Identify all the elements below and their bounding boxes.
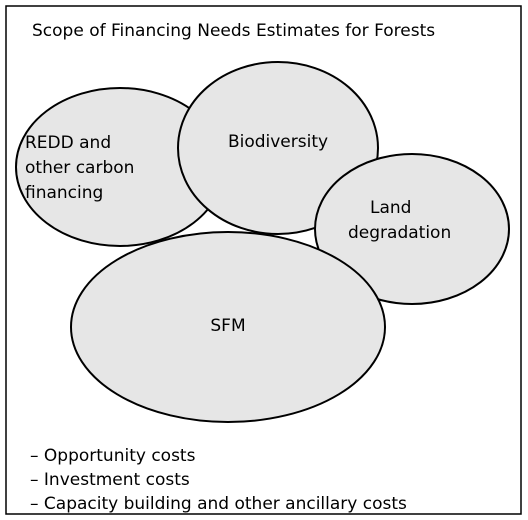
list-item: – Investment costs [30,470,190,490]
title: Scope of Financing Needs Estimates for F… [32,21,435,41]
node-label: SFM [210,316,245,336]
node-label: degradation [348,223,451,243]
node-sfm [70,231,386,423]
node-label: Biodiversity [228,132,328,152]
node-land [314,153,510,305]
list-item: – Capacity building and other ancillary … [30,494,407,514]
list-item: – Opportunity costs [30,446,196,466]
node-label: financing [25,183,103,203]
node-label: Land [370,198,411,218]
node-label: other carbon [25,158,134,178]
node-label: REDD and [25,133,111,153]
